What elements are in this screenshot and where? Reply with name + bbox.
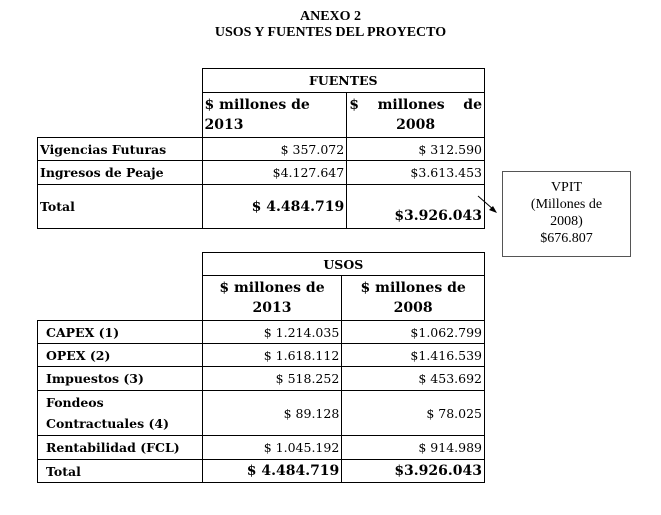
row-label: Vigencias Futuras <box>37 137 203 161</box>
value-2013: $ 1.045.192 <box>201 435 343 460</box>
value-2008: $3.926.043 <box>346 184 485 229</box>
table-row: Ingresos de Peaje $4.127.647 $3.613.453 <box>37 160 485 185</box>
vpit-box: VPIT (Millones de 2008) $676.807 <box>502 171 631 257</box>
value-2013: $ 357.072 <box>201 137 348 161</box>
value-2013: $ 1.214.035 <box>201 320 343 344</box>
annex-subtitle: USOS Y FUENTES DEL PROYECTO <box>214 25 447 40</box>
col-header-2008: $ millones de 2008 <box>341 275 485 321</box>
value-2013: $ 1.618.112 <box>201 343 343 367</box>
value-2013: $4.127.647 <box>201 160 348 185</box>
value-2013: $ 89.128 <box>201 390 343 436</box>
table-row: Vigencias Futuras $ 357.072 $ 312.590 <box>37 137 485 161</box>
col-header-2013: $ millones de 2013 <box>201 275 343 321</box>
table-row: Impuestos (3) $ 518.252 $ 453.692 <box>37 366 485 391</box>
value-2008: $ 914.989 <box>341 435 485 460</box>
value-2008: $ 78.025 <box>341 390 485 436</box>
value-2008: $ 312.590 <box>346 137 485 161</box>
row-label: Total <box>37 459 203 483</box>
table-row: Fondeos Contractuales (4) $ 89.128 $ 78.02… <box>37 390 485 436</box>
table-row: CAPEX (1) $ 1.214.035 $1.062.799 <box>37 320 485 344</box>
fuentes-header: FUENTES <box>201 68 486 93</box>
row-label: Fondeos Contractuales (4) <box>37 390 203 436</box>
col-header-2008: $ millones de 2008 <box>346 92 485 138</box>
value-2013: $ 4.484.719 <box>201 459 343 483</box>
usos-table: USOS $ millones de 2013 $ millones de 2008… <box>37 252 486 483</box>
table-row: Rentabilidad (FCL) $ 1.045.192 $ 914.989 <box>37 435 485 460</box>
total-row: Total $ 4.484.719 $3.926.043 <box>37 184 485 229</box>
value-2008: $1.062.799 <box>341 320 485 344</box>
value-2013: $ 4.484.719 <box>201 184 348 229</box>
row-label: Rentabilidad (FCL) <box>37 435 203 460</box>
usos-header: USOS <box>201 252 486 276</box>
total-row: Total $ 4.484.719 $3.926.043 <box>37 459 485 483</box>
col-header-2013: $ millones de 2013 <box>201 92 348 138</box>
vpit-value: $676.807 <box>540 231 593 246</box>
row-label: OPEX (2) <box>37 343 203 367</box>
row-label: Ingresos de Peaje <box>37 160 203 185</box>
vpit-unit: (Millones de <box>530 197 603 212</box>
table-row: OPEX (2) $ 1.618.112 $1.416.539 <box>37 343 485 367</box>
value-2008: $1.416.539 <box>341 343 485 367</box>
value-2008: $ 453.692 <box>341 366 485 391</box>
annex-title: ANEXO 2 <box>299 9 362 24</box>
arrow-icon <box>477 195 497 213</box>
row-label: Total <box>37 184 203 229</box>
value-2008: $3.613.453 <box>346 160 485 185</box>
fuentes-table: FUENTES $ millones de 2013 $ millones de… <box>37 68 486 229</box>
row-label: CAPEX (1) <box>37 320 203 344</box>
value-2013: $ 518.252 <box>201 366 343 391</box>
value-2008: $3.926.043 <box>341 459 485 483</box>
vpit-label: VPIT <box>550 180 583 195</box>
vpit-unit-year: 2008) <box>550 214 583 229</box>
row-label: Impuestos (3) <box>37 366 203 391</box>
